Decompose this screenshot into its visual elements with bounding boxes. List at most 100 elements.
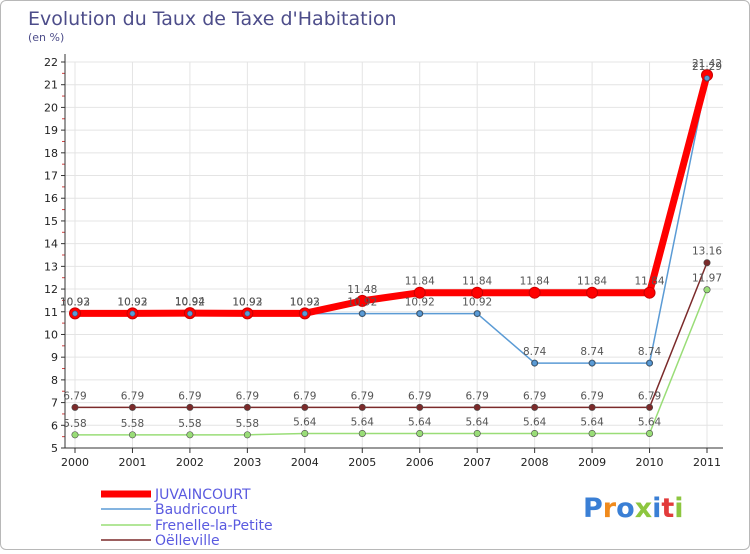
series-line-Oëlleville: [75, 262, 708, 409]
value-label-Baudricourt-2009: 8.74: [580, 346, 604, 358]
x-tick-label-2006: 2006: [406, 456, 434, 469]
y-tick-label-19: 19: [44, 124, 58, 137]
value-label-JUVAINCOURT-2004: 10.93: [290, 296, 320, 308]
logo-letter: x: [635, 493, 652, 524]
logo-letter: r: [603, 493, 617, 524]
point-inner-Baudricourt-2008: [531, 360, 538, 366]
chart-subtitle: (en %): [28, 31, 64, 44]
legend-label-JUVAINCOURT: JUVAINCOURT: [154, 487, 251, 503]
value-label-Frenelle-la-Petite-2005: 5.64: [351, 416, 375, 428]
point-Frenelle-la-Petite-2008: [531, 429, 539, 437]
legend: JUVAINCOURTBaudricourtFrenelle-la-Petite…: [101, 487, 273, 549]
point-Frenelle-la-Petite-2007: [473, 429, 481, 437]
point-Oëlleville-2010: [646, 403, 654, 411]
point-Oëlleville-2005: [358, 403, 366, 411]
point-Oëlleville-2001: [128, 403, 136, 411]
y-tick-label-14: 14: [44, 238, 58, 251]
value-label-Oëlleville-2003: 6.79: [236, 390, 259, 402]
point-JUVAINCOURT-2010: [643, 286, 656, 299]
y-tick-label-7: 7: [51, 397, 58, 410]
y-tick-label-12: 12: [44, 283, 58, 296]
logo-letter: P: [583, 493, 603, 524]
value-label-Baudricourt-2010: 8.74: [638, 346, 662, 358]
x-tick-label-2000: 2000: [61, 456, 89, 469]
point-inner-Baudricourt-2000: [72, 310, 78, 317]
y-tick-label-11: 11: [44, 306, 58, 319]
logo-letter: t: [661, 493, 674, 524]
legend-label-Frenelle-la-Petite: Frenelle-la-Petite: [155, 518, 273, 534]
value-label-Frenelle-la-Petite-2001: 5.58: [121, 418, 144, 430]
point-inner-Baudricourt-2009: [589, 360, 595, 366]
value-label-Baudricourt-2001: 10.92: [117, 297, 147, 309]
point-JUVAINCOURT-2008: [528, 286, 541, 299]
series-line-Frenelle-la-Petite: [75, 289, 708, 436]
y-tick-label-22: 22: [44, 56, 58, 69]
value-label-Oëlleville-2005: 6.79: [351, 390, 374, 402]
point-Frenelle-la-Petite-2002: [186, 431, 194, 439]
value-label-JUVAINCOURT-2001: 10.93: [117, 296, 147, 308]
point-inner-Baudricourt-2002: [187, 310, 193, 317]
value-label-JUVAINCOURT-2007: 11.84: [462, 276, 492, 288]
x-tick-label-2003: 2003: [233, 456, 261, 469]
value-label-Oëlleville-2007: 6.79: [465, 390, 488, 402]
point-inner-Baudricourt-2007: [474, 310, 481, 317]
x-tick-label-2004: 2004: [291, 456, 319, 469]
point-Frenelle-la-Petite-2011: [703, 286, 711, 294]
point-Oëlleville-2006: [416, 403, 424, 411]
point-Frenelle-la-Petite-2000: [71, 431, 79, 439]
point-JUVAINCOURT-2009: [586, 286, 599, 299]
value-label-Frenelle-la-Petite-2002: 5.58: [178, 418, 201, 430]
point-JUVAINCOURT-2007: [471, 286, 484, 299]
y-tick-label-16: 16: [44, 192, 58, 205]
point-inner-Baudricourt-2003: [244, 310, 251, 317]
value-label-Oëlleville-2010: 6.79: [638, 390, 661, 402]
value-label-Oëlleville-2000: 6.79: [63, 390, 86, 402]
point-Oëlleville-2000: [71, 403, 79, 411]
value-label-JUVAINCOURT-2011: 21.42: [692, 58, 722, 70]
y-tick-label-17: 17: [44, 170, 58, 183]
value-label-Baudricourt-2008: 8.74: [523, 346, 547, 358]
point-Frenelle-la-Petite-2005: [358, 429, 366, 437]
point-Oëlleville-2009: [588, 403, 596, 411]
value-label-Oëlleville-2004: 6.79: [293, 390, 316, 402]
legend-label-Baudricourt: Baudricourt: [155, 502, 237, 518]
y-tick-label-9: 9: [51, 351, 58, 364]
value-label-Oëlleville-2001: 6.79: [121, 390, 144, 402]
value-label-Oëlleville-2006: 6.79: [408, 390, 431, 402]
y-tick-label-10: 10: [44, 328, 58, 341]
value-label-Baudricourt-2011: 21.29: [692, 61, 722, 73]
value-label-Frenelle-la-Petite-2000: 5.58: [63, 418, 86, 430]
point-Oëlleville-2008: [531, 403, 539, 411]
y-tick-label-15: 15: [44, 215, 58, 228]
value-label-Oëlleville-2011: 13.16: [692, 246, 722, 258]
series-line-JUVAINCOURT: [75, 74, 711, 317]
value-label-Frenelle-la-Petite-2004: 5.64: [293, 416, 317, 428]
x-tick-label-2002: 2002: [176, 456, 204, 469]
value-label-Oëlleville-2002: 6.79: [178, 390, 201, 402]
value-label-Frenelle-la-Petite-2007: 5.64: [465, 416, 489, 428]
point-Frenelle-la-Petite-2010: [646, 429, 654, 437]
value-labels-layer: 10.93 10.93 10.94 10.93 10.93 11.48 11.84 11.84…: [60, 58, 722, 430]
point-inner-Baudricourt-2004: [301, 310, 308, 317]
x-tick-label-2011: 2011: [693, 456, 721, 469]
proxiti-logo: Proxiti: [583, 493, 684, 524]
grid-layer: [65, 61, 723, 449]
point-inner-Baudricourt-2001: [129, 310, 136, 317]
value-label-Frenelle-la-Petite-2011: 11.97: [692, 273, 722, 285]
point-Oëlleville-2002: [186, 403, 194, 411]
chart-title: Evolution du Taux de Taxe d'Habitation: [28, 8, 397, 30]
y-tick-label-20: 20: [44, 101, 58, 114]
value-label-Baudricourt-2000: 10.92: [60, 297, 90, 309]
value-label-Frenelle-la-Petite-2008: 5.64: [523, 416, 547, 428]
value-label-JUVAINCOURT-2003: 10.93: [232, 296, 262, 308]
logo-letter: o: [616, 493, 635, 524]
legend-label-Oëlleville: Oëlleville: [155, 533, 220, 549]
value-label-Baudricourt-2002: 10.92: [175, 297, 205, 309]
point-inner-Baudricourt-2005: [359, 310, 366, 317]
point-Frenelle-la-Petite-2004: [301, 429, 309, 437]
point-inner-Baudricourt-2010: [646, 360, 653, 366]
value-label-Frenelle-la-Petite-2006: 5.64: [408, 416, 432, 428]
value-label-JUVAINCOURT-2009: 11.84: [577, 276, 607, 288]
y-tick-label-5: 5: [51, 442, 58, 455]
